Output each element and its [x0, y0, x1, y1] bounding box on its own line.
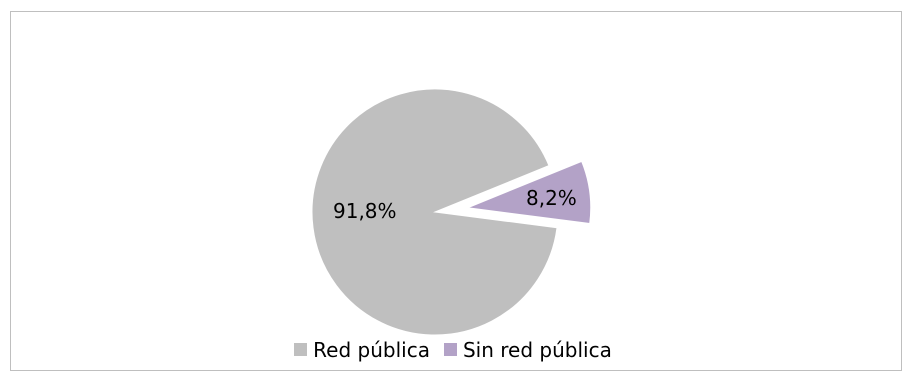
- legend-label-red-publica: Red pública: [313, 337, 430, 362]
- slice-label-red-publica: 91,8%: [333, 199, 397, 223]
- slice-label-sin-red-publica: 8,2%: [526, 186, 577, 210]
- legend-item-red-publica: Red pública: [294, 338, 430, 362]
- legend-swatch-sin-red-publica: [443, 343, 457, 356]
- pie-slices: [311, 88, 592, 336]
- legend-swatch-red-publica: [294, 343, 308, 356]
- chart-legend: Red pública Sin red pública: [0, 335, 906, 364]
- pie-slice-sin-red-publica: [465, 160, 592, 225]
- legend-label-sin-red-publica: Sin red pública: [462, 337, 612, 362]
- pie-slice-red-publica: [311, 88, 558, 336]
- legend-item-sin-red-publica: Sin red pública: [443, 337, 612, 362]
